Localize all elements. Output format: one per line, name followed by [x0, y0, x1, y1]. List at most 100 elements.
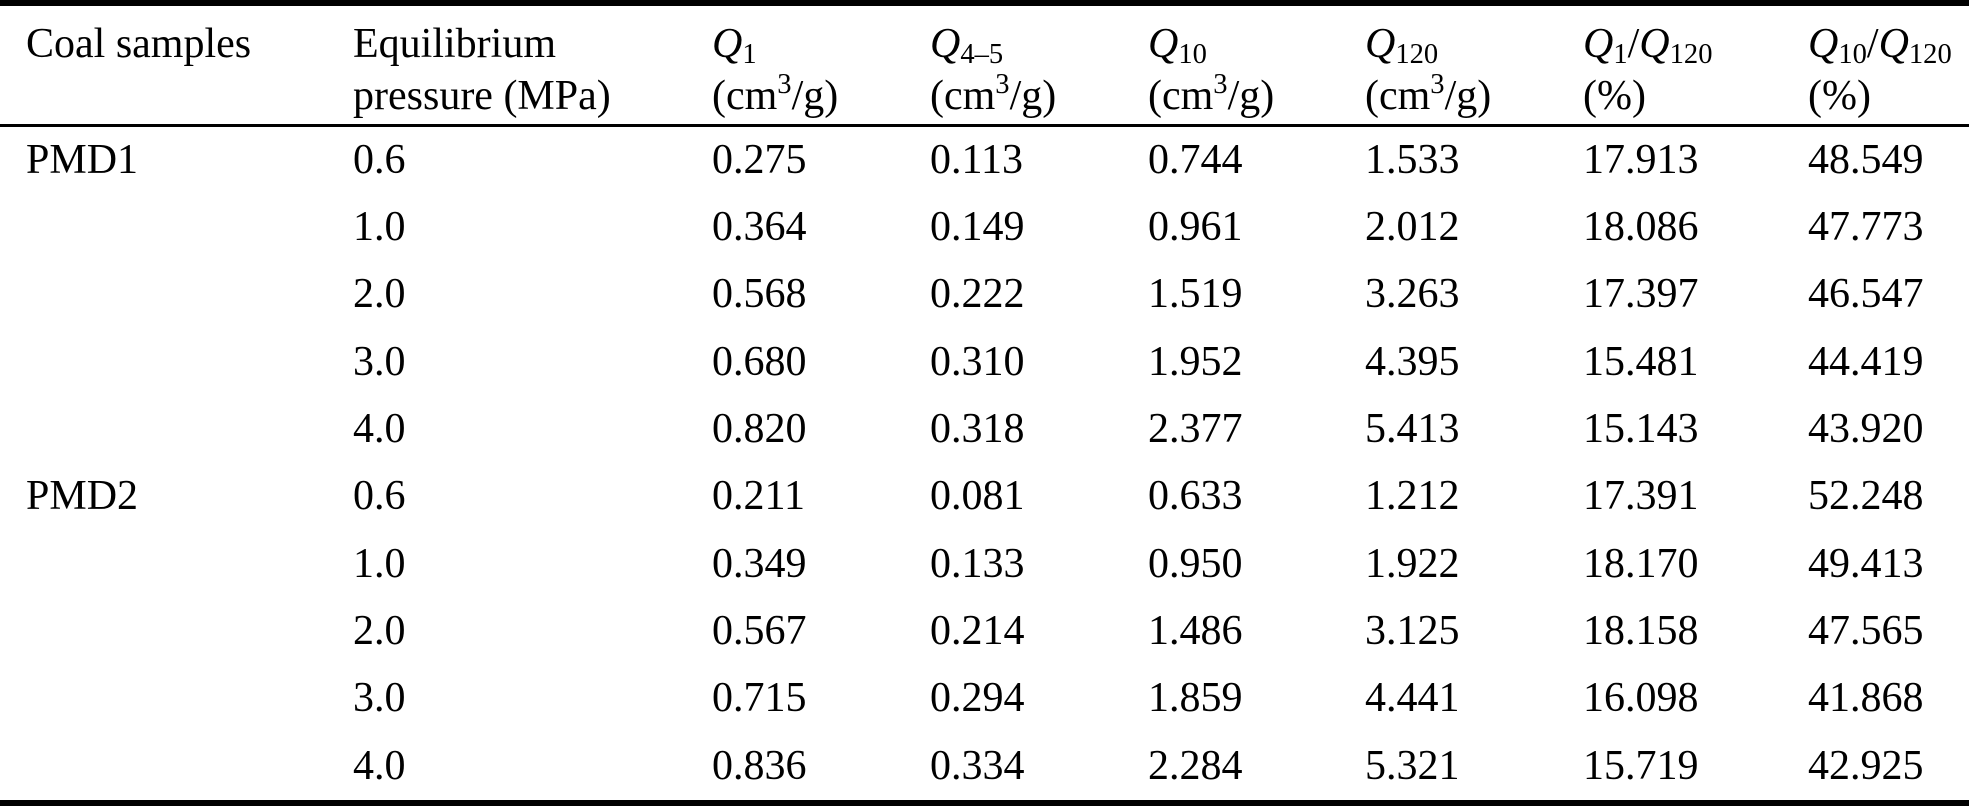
pressure-cell: 2.0	[353, 608, 406, 655]
q120-symbol: Q120	[1365, 21, 1439, 71]
sample-cell	[0, 598, 353, 665]
q120-cell: 4.395	[1365, 338, 1460, 385]
q10-q120-ratio-cell: 52.248	[1808, 473, 1924, 520]
sample-cell	[0, 329, 353, 396]
q10-cell: 2.377	[1148, 406, 1243, 453]
q10-q120-ratio-cell: 49.413	[1808, 540, 1924, 587]
q45-symbol: Q4–5	[930, 21, 1004, 71]
q1-cell: 0.349	[712, 540, 807, 587]
q1-q120-ratio-cell: 17.391	[1583, 473, 1699, 520]
q45-cell: 0.294	[930, 675, 1025, 722]
q10-cell: 0.950	[1148, 540, 1243, 587]
q120-cell: 1.922	[1365, 540, 1460, 587]
q1-q120-ratio-cell: 17.913	[1583, 136, 1699, 183]
table-body: PMD1 0.6 0.275 0.113 0.744 1.533 17.913 48.549 1…	[0, 125, 1969, 803]
pressure-cell: 4.0	[353, 742, 406, 789]
q10-q120-ratio-cell: 44.419	[1808, 338, 1924, 385]
q1-cell: 0.820	[712, 406, 807, 453]
q45-cell: 0.318	[930, 406, 1025, 453]
q45-cell: 0.334	[930, 742, 1025, 789]
table-header: Coal samples Equilibrium pressure (MPa) …	[0, 3, 1969, 127]
q1-symbol: Q1	[712, 21, 757, 71]
q1-q120-symbol: Q1/Q120	[1583, 21, 1713, 71]
q1-q120-ratio-cell: 18.158	[1583, 608, 1699, 655]
pressure-cell: 3.0	[353, 338, 406, 385]
q1-cell: 0.836	[712, 742, 807, 789]
q10-unit: (cm3/g)	[1148, 69, 1275, 119]
table-row: 2.0 0.567 0.214 1.486 3.125 18.158 47.565	[0, 598, 1969, 665]
q1-q120-ratio-cell: 18.170	[1583, 540, 1699, 587]
q1-cell: 0.211	[712, 473, 805, 520]
pressure-cell: 2.0	[353, 271, 406, 318]
header-row: Coal samples Equilibrium pressure (MPa) …	[0, 3, 1969, 127]
q45-cell: 0.081	[930, 473, 1025, 520]
q1-cell: 0.275	[712, 136, 807, 183]
table-row: 2.0 0.568 0.222 1.519 3.263 17.397 46.547	[0, 261, 1969, 328]
sample-cell: PMD1	[26, 136, 139, 183]
q10-cell: 0.633	[1148, 473, 1243, 520]
q120-cell: 5.321	[1365, 742, 1460, 789]
q10-cell: 1.486	[1148, 608, 1243, 655]
table-row: PMD1 0.6 0.275 0.113 0.744 1.533 17.913 48.549	[0, 125, 1969, 194]
q120-cell: 3.263	[1365, 271, 1460, 318]
q45-cell: 0.133	[930, 540, 1025, 587]
q1-cell: 0.680	[712, 338, 807, 385]
header-coal-samples: Coal samples	[0, 3, 353, 127]
q1-cell: 0.568	[712, 271, 807, 318]
pressure-cell: 1.0	[353, 540, 406, 587]
q10-symbol: Q10	[1148, 21, 1207, 71]
q120-cell: 2.012	[1365, 204, 1460, 251]
table-row: PMD2 0.6 0.211 0.081 0.633 1.212 17.391 52.248	[0, 463, 1969, 530]
pressure-cell: 3.0	[353, 675, 406, 722]
q45-unit: (cm3/g)	[930, 69, 1057, 119]
q1-q120-ratio-cell: 16.098	[1583, 675, 1699, 722]
q1-q120-ratio-cell: 15.143	[1583, 406, 1699, 453]
q10-q120-ratio-cell: 46.547	[1808, 271, 1924, 318]
sample-cell	[0, 665, 353, 732]
q1-q120-ratio-cell: 17.397	[1583, 271, 1699, 318]
q10-cell: 1.519	[1148, 271, 1243, 318]
q1-q120-ratio-cell: 15.719	[1583, 742, 1699, 789]
header-label-line2: pressure (MPa)	[353, 73, 611, 119]
q120-cell: 3.125	[1365, 608, 1460, 655]
header-q10: Q10 (cm3/g)	[1148, 3, 1365, 127]
sample-cell	[0, 396, 353, 463]
pressure-cell: 0.6	[353, 136, 406, 183]
header-q1: Q1 (cm3/g)	[712, 3, 930, 127]
table-row: 1.0 0.349 0.133 0.950 1.922 18.170 49.413	[0, 531, 1969, 598]
q1-cell: 0.715	[712, 675, 807, 722]
q1-cell: 0.364	[712, 204, 807, 251]
q45-cell: 0.214	[930, 608, 1025, 655]
header-equilibrium-pressure: Equilibrium pressure (MPa)	[353, 3, 712, 127]
sample-cell	[0, 261, 353, 328]
q10-q120-ratio-cell: 42.925	[1808, 742, 1924, 789]
q10-cell: 0.961	[1148, 204, 1243, 251]
sample-cell	[0, 194, 353, 261]
q10-cell: 0.744	[1148, 136, 1243, 183]
pressure-cell: 4.0	[353, 406, 406, 453]
q10-q120-ratio-cell: 43.920	[1808, 406, 1924, 453]
pressure-cell: 0.6	[353, 473, 406, 520]
pressure-cell: 1.0	[353, 204, 406, 251]
table-row: 4.0 0.820 0.318 2.377 5.413 15.143 43.920	[0, 396, 1969, 463]
q120-cell: 1.212	[1365, 473, 1460, 520]
q10-q120-ratio-cell: 47.565	[1808, 608, 1924, 655]
header-q45: Q4–5 (cm3/g)	[930, 3, 1148, 127]
header-q120: Q120 (cm3/g)	[1365, 3, 1583, 127]
table-row: 1.0 0.364 0.149 0.961 2.012 18.086 47.773	[0, 194, 1969, 261]
header-label: Coal samples	[26, 21, 252, 67]
q45-cell: 0.113	[930, 136, 1023, 183]
sample-cell	[0, 733, 353, 803]
table-row: 4.0 0.836 0.334 2.284 5.321 15.719 42.925	[0, 733, 1969, 803]
q120-unit: (cm3/g)	[1365, 69, 1492, 119]
q10-q120-unit: (%)	[1808, 73, 1871, 119]
q1-q120-ratio-cell: 18.086	[1583, 204, 1699, 251]
q45-cell: 0.149	[930, 204, 1025, 251]
q10-q120-ratio-cell: 47.773	[1808, 204, 1924, 251]
q10-q120-ratio-cell: 41.868	[1808, 675, 1924, 722]
q1-q120-unit: (%)	[1583, 73, 1646, 119]
q120-cell: 5.413	[1365, 406, 1460, 453]
header-label-line1: Equilibrium	[353, 21, 556, 67]
q10-cell: 1.952	[1148, 338, 1243, 385]
header-q1-q120-ratio: Q1/Q120 (%)	[1583, 3, 1808, 127]
